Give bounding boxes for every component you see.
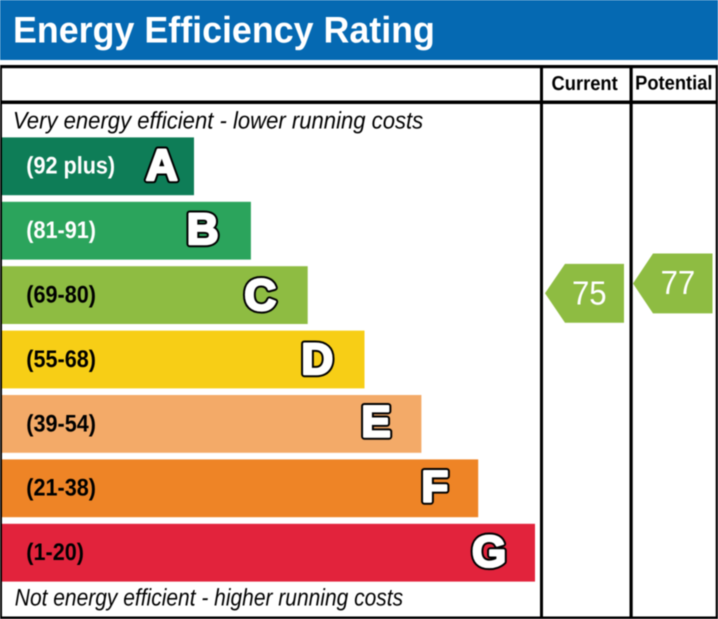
svg-text:Energy Efficiency Rating: Energy Efficiency Rating (13, 9, 435, 50)
svg-text:Very energy efficient - lower: Very energy efficient - lower running co… (13, 108, 423, 135)
svg-text:(81-91): (81-91) (26, 217, 96, 244)
svg-text:77: 77 (661, 265, 696, 302)
svg-text:(39-54): (39-54) (26, 410, 96, 437)
svg-text:75: 75 (572, 276, 607, 313)
svg-text:D: D (301, 335, 333, 384)
svg-text:D: D (301, 335, 333, 384)
svg-text:Potential: Potential (635, 72, 712, 94)
svg-text:E: E (361, 398, 390, 447)
svg-text:F: F (421, 463, 448, 512)
svg-text:A: A (146, 141, 178, 190)
svg-text:Not energy efficient - higher: Not energy efficient - higher running co… (15, 585, 403, 612)
svg-text:F: F (421, 463, 448, 512)
svg-text:A: A (146, 141, 178, 190)
svg-text:G: G (472, 527, 506, 576)
svg-text:C: C (244, 271, 276, 320)
svg-text:Current: Current (552, 73, 618, 95)
svg-text:C: C (244, 271, 276, 320)
svg-text:E: E (361, 398, 390, 447)
svg-text:G: G (472, 527, 506, 576)
svg-text:(69-80): (69-80) (26, 282, 96, 309)
svg-text:(1-20): (1-20) (26, 539, 84, 566)
svg-text:(55-68): (55-68) (26, 346, 96, 373)
svg-text:(92 plus): (92 plus) (26, 153, 115, 180)
svg-text:(21-38): (21-38) (26, 475, 96, 502)
svg-text:B: B (187, 205, 219, 254)
svg-text:B: B (187, 205, 219, 254)
